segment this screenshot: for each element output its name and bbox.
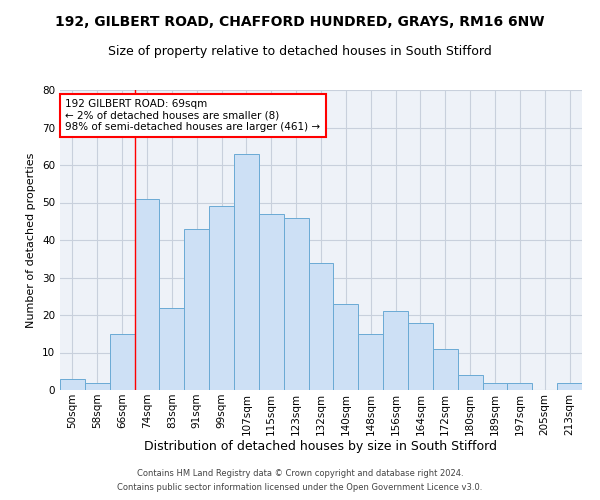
Text: 192, GILBERT ROAD, CHAFFORD HUNDRED, GRAYS, RM16 6NW: 192, GILBERT ROAD, CHAFFORD HUNDRED, GRA… — [55, 15, 545, 29]
Bar — [334, 304, 358, 390]
Bar — [110, 334, 134, 390]
Bar — [557, 382, 582, 390]
Bar — [383, 311, 408, 390]
Bar — [209, 206, 234, 390]
Bar — [60, 379, 85, 390]
Text: 192 GILBERT ROAD: 69sqm
← 2% of detached houses are smaller (8)
98% of semi-deta: 192 GILBERT ROAD: 69sqm ← 2% of detached… — [65, 99, 320, 132]
Text: Contains HM Land Registry data © Crown copyright and database right 2024.: Contains HM Land Registry data © Crown c… — [137, 468, 463, 477]
Text: Contains public sector information licensed under the Open Government Licence v3: Contains public sector information licen… — [118, 484, 482, 492]
Text: Size of property relative to detached houses in South Stifford: Size of property relative to detached ho… — [108, 45, 492, 58]
Bar — [508, 382, 532, 390]
Bar — [134, 198, 160, 390]
X-axis label: Distribution of detached houses by size in South Stifford: Distribution of detached houses by size … — [145, 440, 497, 454]
Bar — [308, 262, 334, 390]
Bar — [234, 154, 259, 390]
Bar — [284, 218, 308, 390]
Bar — [408, 322, 433, 390]
Bar — [85, 382, 110, 390]
Bar — [433, 349, 458, 390]
Y-axis label: Number of detached properties: Number of detached properties — [26, 152, 37, 328]
Bar — [358, 334, 383, 390]
Bar — [458, 375, 482, 390]
Bar — [184, 229, 209, 390]
Bar — [259, 214, 284, 390]
Bar — [482, 382, 508, 390]
Bar — [160, 308, 184, 390]
